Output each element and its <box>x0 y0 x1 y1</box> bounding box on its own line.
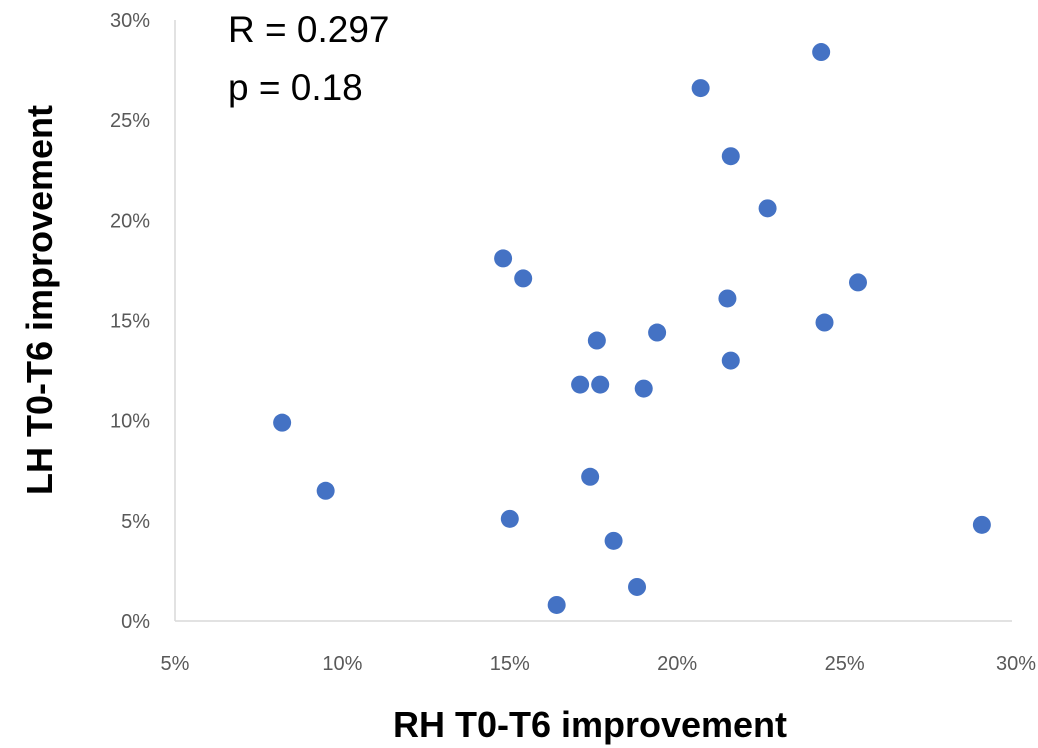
data-point <box>721 351 740 370</box>
data-point <box>514 269 533 288</box>
data-point <box>691 79 710 98</box>
data-point <box>571 375 590 394</box>
x-tick-label: 5% <box>161 653 190 675</box>
data-point <box>273 413 292 432</box>
axes <box>174 20 1012 622</box>
x-tick-label: 20% <box>657 653 697 675</box>
data-point <box>848 273 867 292</box>
y-tick-label: 30% <box>110 10 150 32</box>
x-tick-label: 10% <box>322 653 362 675</box>
data-point <box>972 515 991 534</box>
p-value-annotation: p = 0.18 <box>228 67 363 108</box>
data-point <box>634 379 653 398</box>
x-tick-label: 25% <box>825 653 865 675</box>
y-tick-label: 25% <box>110 110 150 132</box>
x-axis-title: RH T0-T6 improvement <box>393 704 787 745</box>
y-tick-label: 5% <box>121 511 150 533</box>
tick-labels: 0% 5% 10% 15% 20% 25% 30% 5% 10% 15% 20% 25% 30% <box>110 10 1036 675</box>
data-point <box>812 43 831 62</box>
data-point <box>604 531 623 550</box>
data-point <box>815 313 834 332</box>
y-tick-label: 15% <box>110 311 150 333</box>
data-point <box>500 509 519 528</box>
data-point <box>718 289 737 308</box>
y-tick-label: 10% <box>110 411 150 433</box>
data-point <box>316 481 335 500</box>
data-point <box>591 375 610 394</box>
data-point <box>494 249 513 268</box>
y-tick-label: 0% <box>121 611 150 633</box>
data-point <box>648 323 667 342</box>
data-point <box>587 331 606 350</box>
data-point <box>721 147 740 166</box>
data-points <box>273 43 991 614</box>
y-tick-label: 20% <box>110 210 150 232</box>
data-point <box>581 467 600 486</box>
x-tick-label: 15% <box>490 653 530 675</box>
data-point <box>758 199 777 218</box>
y-axis-title: LH T0-T6 improvement <box>19 105 60 495</box>
r-value-annotation: R = 0.297 <box>228 9 389 50</box>
data-point <box>547 595 566 614</box>
x-tick-label: 30% <box>996 653 1036 675</box>
data-point <box>628 577 647 596</box>
